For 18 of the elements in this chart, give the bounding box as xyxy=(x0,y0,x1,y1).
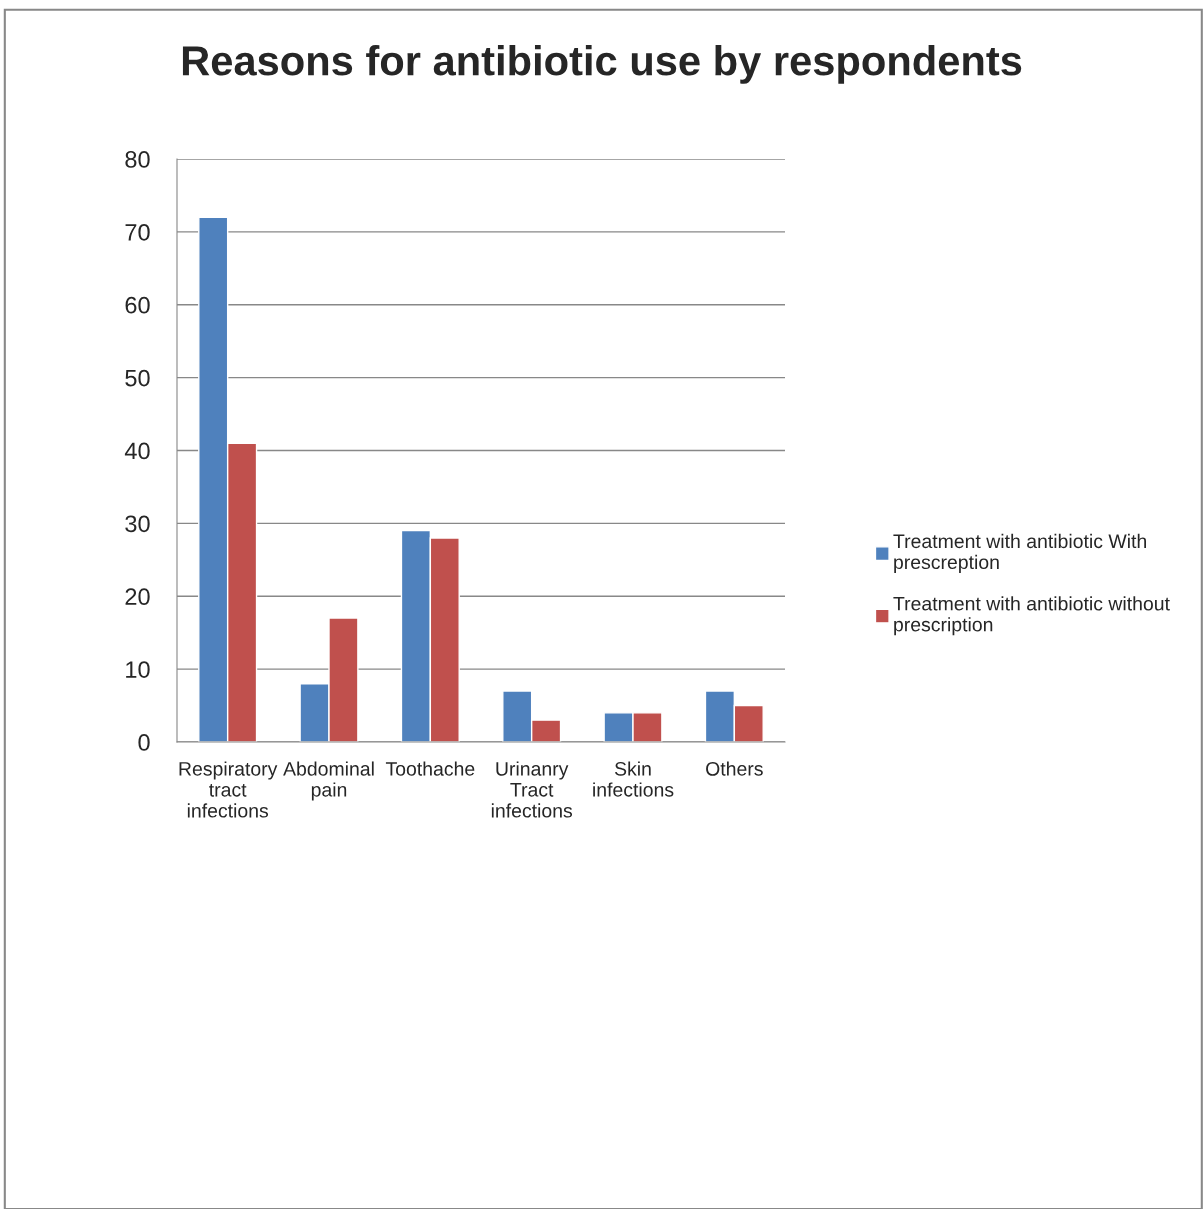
y-tick-label: 10 xyxy=(126,661,150,678)
x-tick-label: Urinanry Tract infections xyxy=(491,761,573,818)
chart-title: Reasons for antibiotic use by respondents xyxy=(182,45,1022,84)
y-tick-label: 80 xyxy=(125,151,150,168)
legend-label: Treatment with antibiotic without prescription xyxy=(893,596,1170,636)
y-tick-label: 70 xyxy=(125,223,150,241)
x-tick-label: Toothache xyxy=(385,761,475,776)
y-tick-label: 50 xyxy=(125,369,150,387)
legend-label: Treatment with antibiotic With prescreption xyxy=(893,533,1146,573)
y-tick-label: 20 xyxy=(125,588,150,606)
x-tick-label: Abdominal pain xyxy=(283,761,374,801)
y-tick-label: 60 xyxy=(125,296,150,314)
x-tick-label: Skin infections xyxy=(593,761,674,797)
y-tick-label: 0 xyxy=(138,734,150,751)
x-tick-label: Others xyxy=(706,761,763,776)
x-tick-label: Respiratory tract infections xyxy=(179,761,278,818)
y-tick-label: 30 xyxy=(125,515,150,533)
y-tick-label: 40 xyxy=(124,442,150,460)
